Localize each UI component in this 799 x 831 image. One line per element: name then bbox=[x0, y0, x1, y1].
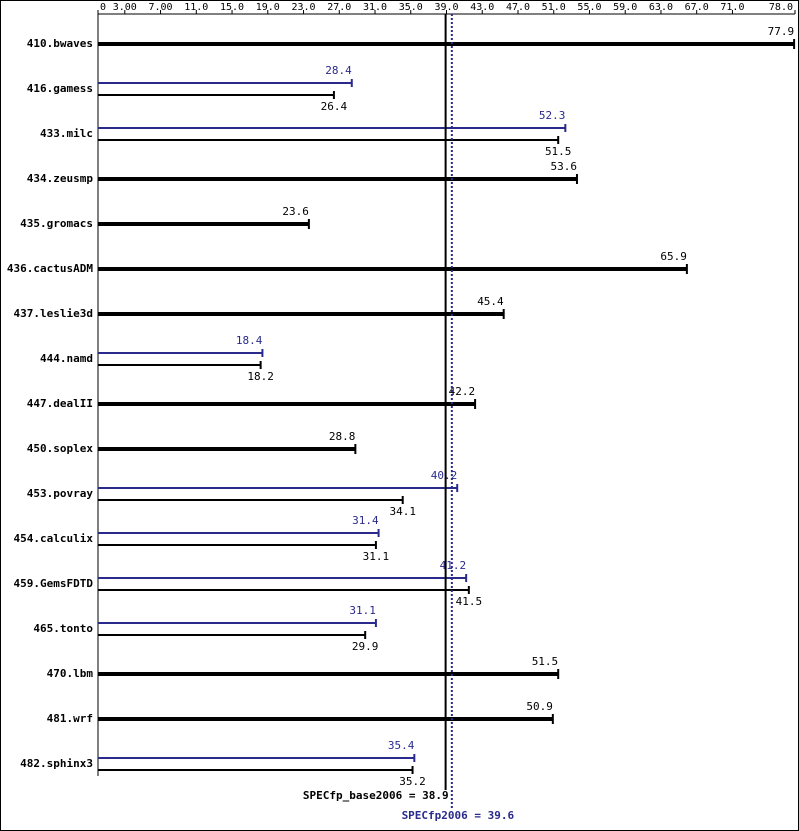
x-tick-label: 3.00 bbox=[113, 2, 137, 13]
x-tick-label: 47.0 bbox=[506, 2, 530, 13]
reference-label: SPECfp_base2006 = 38.9 bbox=[303, 789, 449, 802]
category-label: 482.sphinx3 bbox=[20, 757, 93, 770]
value-label: 35.4 bbox=[388, 739, 415, 752]
x-tick-label: 27.0 bbox=[327, 2, 351, 13]
x-tick-label: 55.0 bbox=[577, 2, 601, 13]
value-label: 18.4 bbox=[236, 334, 263, 347]
reference-label: SPECfp2006 = 39.6 bbox=[402, 809, 515, 822]
value-label: 28.8 bbox=[329, 430, 356, 443]
value-label: 53.6 bbox=[550, 160, 577, 173]
value-label: 31.4 bbox=[352, 514, 379, 527]
value-label: 52.3 bbox=[539, 109, 566, 122]
value-label: 29.9 bbox=[352, 640, 379, 653]
value-label: 28.4 bbox=[325, 64, 352, 77]
category-label: 416.gamess bbox=[27, 82, 93, 95]
value-label: 34.1 bbox=[389, 505, 416, 518]
category-label: 459.GemsFDTD bbox=[14, 577, 94, 590]
value-label: 40.2 bbox=[431, 469, 458, 482]
category-label: 453.povray bbox=[27, 487, 94, 500]
value-label: 31.1 bbox=[349, 604, 376, 617]
x-tick-label: 59.0 bbox=[613, 2, 637, 13]
value-label: 41.5 bbox=[456, 595, 483, 608]
x-tick-label: 23.0 bbox=[291, 2, 315, 13]
x-tick-label: 19.0 bbox=[256, 2, 280, 13]
x-tick-label: 51.0 bbox=[542, 2, 566, 13]
category-label: 465.tonto bbox=[33, 622, 93, 635]
category-label: 450.soplex bbox=[27, 442, 94, 455]
x-tick-label: 35.0 bbox=[399, 2, 423, 13]
x-tick-label: 63.0 bbox=[649, 2, 673, 13]
category-label: 444.namd bbox=[40, 352, 93, 365]
value-label: 51.5 bbox=[545, 145, 572, 158]
category-label: 454.calculix bbox=[14, 532, 94, 545]
x-tick-label: 43.0 bbox=[470, 2, 494, 13]
value-label: 50.9 bbox=[526, 700, 553, 713]
value-label: 23.6 bbox=[282, 205, 309, 218]
value-label: 45.4 bbox=[477, 295, 504, 308]
value-label: 18.2 bbox=[247, 370, 274, 383]
x-tick-label: 31.0 bbox=[363, 2, 387, 13]
value-label: 65.9 bbox=[660, 250, 687, 263]
category-label: 434.zeusmp bbox=[27, 172, 94, 185]
x-tick-label: 15.0 bbox=[220, 2, 244, 13]
x-tick-label: 39.0 bbox=[434, 2, 458, 13]
category-label: 447.dealII bbox=[27, 397, 93, 410]
value-label: 77.9 bbox=[768, 25, 795, 38]
value-label: 26.4 bbox=[321, 100, 348, 113]
value-label: 41.2 bbox=[440, 559, 467, 572]
x-tick-label: 67.0 bbox=[685, 2, 709, 13]
x-tick-label: 0 bbox=[100, 2, 106, 13]
value-label: 31.1 bbox=[363, 550, 390, 563]
value-label: 35.2 bbox=[399, 775, 426, 788]
category-label: 433.milc bbox=[40, 127, 93, 140]
x-tick-label: 78.0 bbox=[769, 2, 793, 13]
category-label: 481.wrf bbox=[47, 712, 93, 725]
category-label: 437.leslie3d bbox=[14, 307, 93, 320]
x-tick-label: 7.00 bbox=[149, 2, 173, 13]
category-label: 436.cactusADM bbox=[7, 262, 93, 275]
category-label: 435.gromacs bbox=[20, 217, 93, 230]
x-tick-label: 11.0 bbox=[184, 2, 208, 13]
x-tick-label: 71.0 bbox=[720, 2, 744, 13]
category-label: 410.bwaves bbox=[27, 37, 93, 50]
category-label: 470.lbm bbox=[47, 667, 94, 680]
value-label: 51.5 bbox=[532, 655, 559, 668]
value-label: 42.2 bbox=[449, 385, 476, 398]
